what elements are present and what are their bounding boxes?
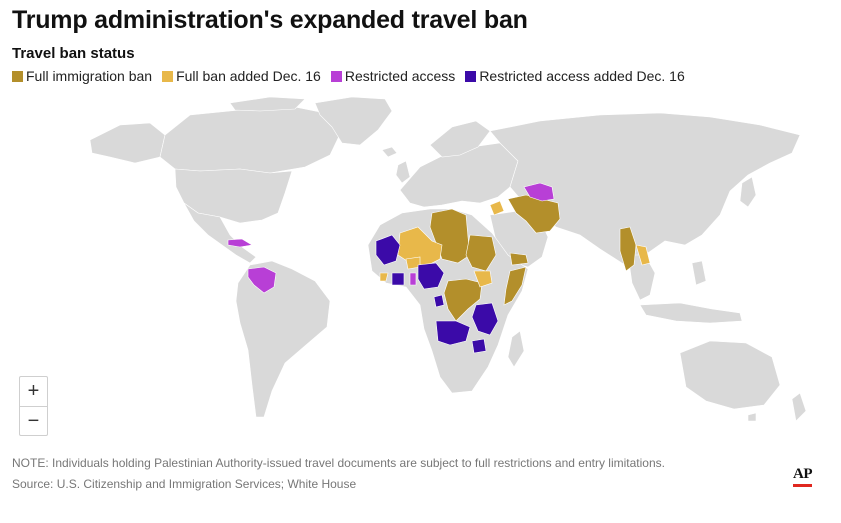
region-turkmenistan — [523, 182, 555, 202]
region-syria — [489, 200, 505, 216]
legend-item-restricted: Restricted access — [330, 68, 456, 84]
region-south-sudan — [473, 270, 493, 288]
region-nigeria — [417, 262, 445, 290]
legend-label-restricted-dec16: Restricted access added Dec. 16 — [479, 68, 685, 84]
region-gabon — [433, 294, 445, 308]
travel-ban-countries — [227, 182, 651, 354]
source-line: Source: U.S. Citizenship and Immigration… — [12, 477, 357, 491]
land-greenland — [314, 96, 393, 146]
land-alaska — [89, 122, 166, 164]
zoom-control: + − — [19, 376, 48, 436]
land-mexico — [183, 202, 257, 264]
land-arctic-islands — [229, 96, 306, 112]
region-ivory-coast — [391, 272, 405, 286]
legend-label-full-ban: Full immigration ban — [26, 68, 153, 84]
region-central-africa — [443, 278, 483, 322]
region-yemen — [509, 252, 529, 266]
zoom-in-button[interactable]: + — [27, 380, 40, 402]
ap-logo: AP — [793, 466, 813, 482]
land-scandinavia — [429, 120, 491, 158]
region-myanmar — [619, 226, 637, 272]
footnote: NOTE: Individuals holding Palestinian Au… — [12, 456, 665, 470]
land-tasmania — [747, 412, 757, 422]
region-zimbabwe — [471, 338, 487, 354]
legend-label-restricted: Restricted access — [344, 68, 456, 84]
legend-swatch-full-ban — [12, 70, 23, 82]
landmasses — [89, 96, 807, 422]
region-sierra-leone — [379, 272, 389, 282]
region-somalia — [503, 266, 527, 306]
legend: Full immigration ban Full ban added Dec.… — [12, 68, 695, 84]
region-cuba — [227, 238, 253, 248]
region-mauritania-senegal — [375, 234, 401, 266]
land-philippines — [691, 260, 707, 286]
region-angola-drc — [435, 320, 471, 346]
legend-swatch-restricted — [330, 70, 342, 82]
land-indonesia — [639, 302, 743, 324]
land-south-america — [235, 260, 331, 418]
legend-swatch-full-ban-dec16 — [162, 70, 174, 82]
land-japan — [739, 176, 757, 208]
ap-logo-underline — [793, 484, 812, 487]
region-mali-niger — [397, 226, 443, 268]
legend-item-full-ban-dec16: Full ban added Dec. 16 — [162, 68, 321, 84]
legend-item-full-ban: Full immigration ban — [12, 68, 152, 84]
zoom-out-button[interactable]: − — [20, 406, 47, 435]
legend-item-restricted-dec16: Restricted access added Dec. 16 — [465, 68, 685, 84]
world-map[interactable] — [80, 95, 820, 440]
land-madagascar — [507, 330, 525, 368]
region-laos — [635, 244, 651, 266]
region-tanzania-zambia — [471, 302, 499, 336]
land-iceland — [381, 146, 398, 158]
legend-label-full-ban-dec16: Full ban added Dec. 16 — [176, 68, 321, 84]
land-uk — [395, 160, 411, 184]
page-title: Trump administration's expanded travel b… — [12, 6, 528, 34]
land-new-zealand — [791, 392, 807, 422]
region-venezuela — [247, 266, 277, 294]
land-canada — [159, 104, 343, 174]
map-subtitle: Travel ban status — [12, 45, 135, 62]
land-australia — [679, 340, 781, 410]
legend-swatch-restricted-dec16 — [465, 70, 477, 82]
region-togo-benin — [409, 272, 417, 286]
